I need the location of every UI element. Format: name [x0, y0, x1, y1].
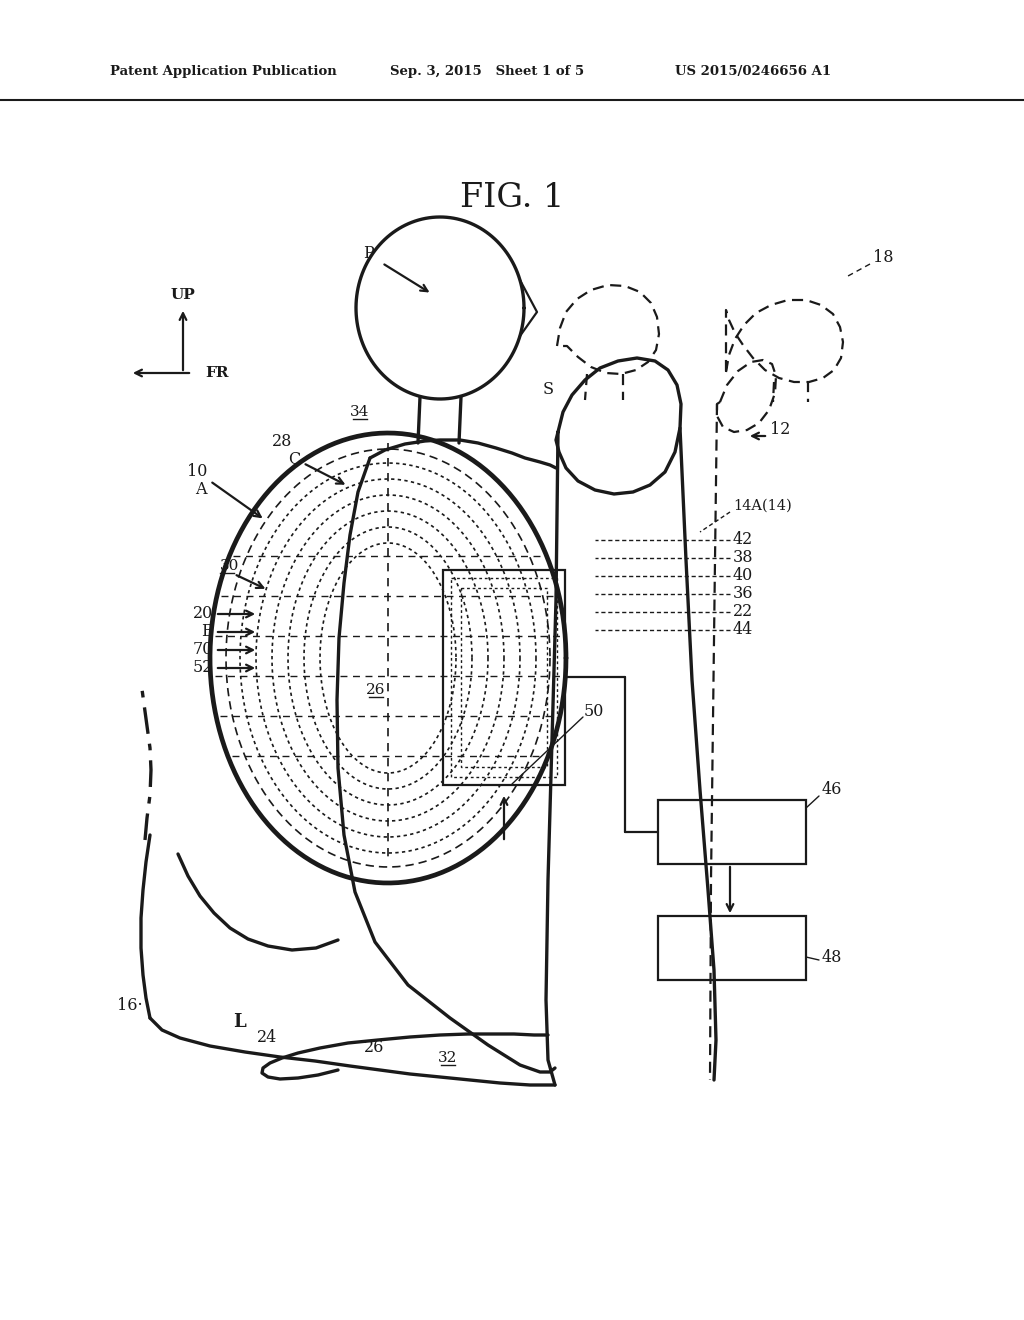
Text: 38: 38	[733, 549, 754, 566]
Text: 22: 22	[733, 603, 754, 620]
Text: C: C	[288, 450, 300, 467]
Text: 18: 18	[873, 249, 894, 267]
Text: 16·: 16·	[118, 997, 143, 1014]
Text: 26: 26	[367, 682, 386, 697]
Text: 30: 30	[220, 558, 240, 573]
Text: 70: 70	[193, 642, 213, 659]
Bar	[443, 570, 565, 785]
Text: 48: 48	[822, 949, 843, 966]
Bar	[451, 578, 557, 777]
Text: UP: UP	[171, 288, 196, 302]
Text: 26: 26	[364, 1040, 384, 1056]
Text: 34: 34	[350, 405, 370, 418]
Text: 44: 44	[733, 622, 754, 639]
Bar	[461, 587, 547, 767]
Text: 40: 40	[733, 568, 754, 585]
Text: L: L	[233, 1012, 247, 1031]
Text: B: B	[202, 623, 213, 640]
Text: 50: 50	[584, 704, 604, 721]
Text: 14A(14): 14A(14)	[733, 499, 792, 513]
Text: FIG. 1: FIG. 1	[460, 182, 564, 214]
Bar	[658, 916, 806, 979]
Text: 36: 36	[733, 586, 754, 602]
Text: 52: 52	[193, 660, 213, 676]
Text: 32: 32	[438, 1051, 458, 1065]
Bar	[658, 800, 806, 865]
Text: FR: FR	[205, 366, 228, 380]
Text: 28: 28	[271, 433, 292, 450]
Text: 12: 12	[770, 421, 791, 438]
Text: 10: 10	[186, 463, 207, 480]
Text: Patent Application Publication: Patent Application Publication	[110, 66, 337, 78]
Text: S: S	[543, 381, 554, 399]
Text: 46: 46	[822, 781, 843, 799]
Text: 20: 20	[193, 606, 213, 623]
Text: P: P	[362, 246, 374, 263]
Text: Sep. 3, 2015   Sheet 1 of 5: Sep. 3, 2015 Sheet 1 of 5	[390, 66, 584, 78]
Text: 24: 24	[257, 1030, 278, 1047]
Text: 42: 42	[733, 532, 754, 549]
Text: US 2015/0246656 A1: US 2015/0246656 A1	[675, 66, 831, 78]
Text: A: A	[196, 482, 207, 499]
